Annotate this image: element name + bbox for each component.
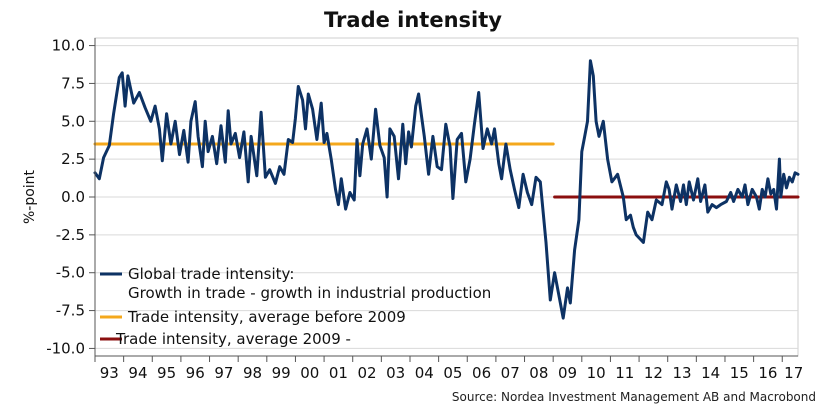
x-tick-label: 05: [443, 364, 462, 382]
x-tick-label: 00: [300, 364, 319, 382]
y-tick-label: -2.5: [56, 226, 85, 244]
x-tick-label: 99: [272, 364, 291, 382]
x-tick-label: 15: [730, 364, 749, 382]
y-tick-label: 2.5: [61, 150, 85, 168]
legend: Global trade intensity:Growth in trade -…: [100, 265, 491, 348]
y-tick-label: 0.0: [61, 188, 85, 206]
x-tick-label: 04: [415, 364, 434, 382]
chart-title: Trade intensity: [324, 8, 502, 32]
legend-label-trade-intensity: Global trade intensity:: [128, 265, 294, 283]
x-tick-label: 12: [644, 364, 663, 382]
x-tick-label: 17: [784, 364, 803, 382]
x-tick-label: 97: [214, 364, 233, 382]
x-tick-label: 93: [100, 364, 119, 382]
x-tick-label: 01: [329, 364, 348, 382]
y-tick-label: 10.0: [52, 37, 85, 55]
y-tick-label: 7.5: [61, 74, 85, 92]
x-tick-label: 06: [472, 364, 491, 382]
grid-layer: [94, 37, 799, 357]
y-tick-label: -10.0: [46, 339, 85, 357]
legend-label-trade-intensity: Growth in trade - growth in industrial p…: [128, 284, 491, 302]
x-tick-label: 13: [672, 364, 691, 382]
y-tick-label: -5.0: [56, 264, 85, 282]
y-tick-label: -7.5: [56, 302, 85, 320]
x-tick-label: 94: [128, 364, 147, 382]
x-tick-label: 96: [186, 364, 205, 382]
series-line-trade-intensity: [93, 59, 800, 320]
x-tick-label: 98: [243, 364, 262, 382]
legend-label-average-before-2009: Trade intensity, average before 2009: [127, 308, 406, 326]
x-tick-label: 11: [615, 364, 634, 382]
x-tick-label: 16: [758, 364, 777, 382]
y-tick-label: 5.0: [61, 112, 85, 130]
x-tick-label: 08: [529, 364, 548, 382]
x-tick-label: 03: [386, 364, 405, 382]
x-tick-label: 07: [501, 364, 520, 382]
x-tick-label: 14: [701, 364, 720, 382]
x-tick-label: 95: [157, 364, 176, 382]
axis-layer: 10.0 7.5 5.0 2.5 0.0 -2.5 -5.0 -7.5 -10.0 93 94 95 9…: [22, 37, 803, 382]
legend-label-average-2009-onward: Trade intensity, average 2009 -: [115, 330, 351, 348]
series-layer: [93, 59, 800, 320]
x-tick-label: 09: [558, 364, 577, 382]
x-tick-label: 10: [587, 364, 606, 382]
y-axis-label: %-point: [22, 169, 38, 224]
source-note: Source: Nordea Investment Management AB …: [451, 390, 816, 404]
x-tick-label: 02: [357, 364, 376, 382]
